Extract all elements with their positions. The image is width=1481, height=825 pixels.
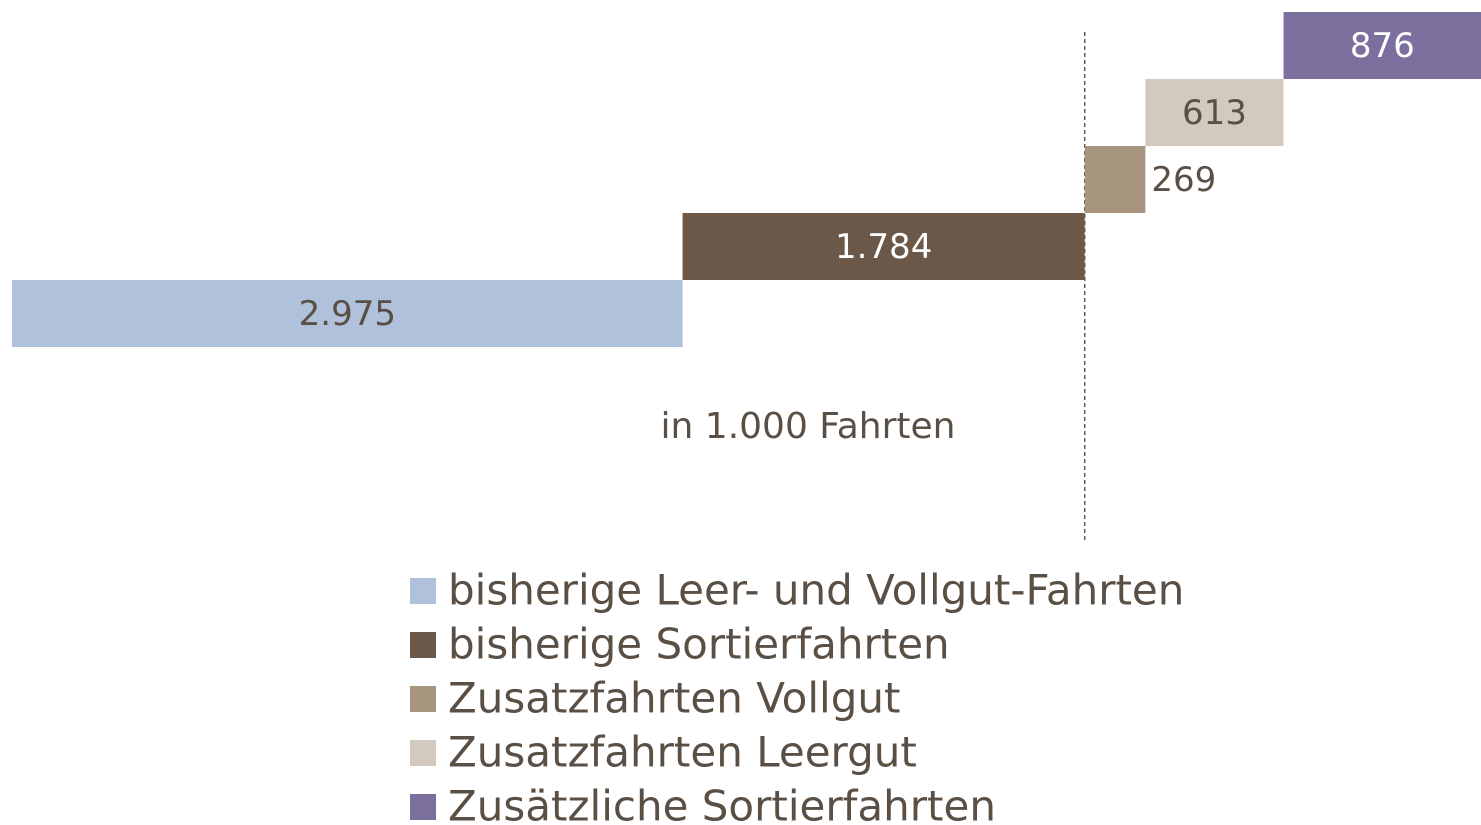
value-label: 2.975 (299, 294, 396, 334)
bar (1145, 79, 1284, 146)
value-label: 613 (1182, 93, 1247, 133)
legend-swatch (410, 632, 436, 658)
legend-swatch (410, 578, 436, 604)
legend-swatch (410, 740, 436, 766)
legend-label: bisherige Sortierfahrten (448, 620, 950, 669)
bar (682, 213, 1085, 280)
bar (1084, 146, 1146, 213)
legend-label: Zusätzliche Sortierfahrten (448, 782, 996, 825)
value-label: 1.784 (835, 227, 932, 267)
legend-swatch (410, 686, 436, 712)
value-label: 269 (1151, 160, 1216, 200)
legend-label: Zusatzfahrten Leergut (448, 728, 917, 777)
legend-label: bisherige Leer- und Vollgut-Fahrten (448, 566, 1184, 615)
bar (12, 280, 683, 347)
unit-note: in 1.000 Fahrten (661, 406, 956, 447)
bar (1283, 12, 1481, 79)
legend-label: Zusatzfahrten Vollgut (448, 674, 900, 723)
value-label: 876 (1350, 26, 1415, 66)
legend-swatch (410, 794, 436, 820)
